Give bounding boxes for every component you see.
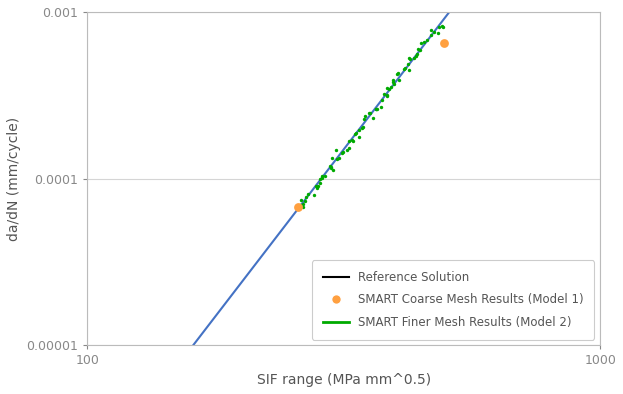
Point xyxy=(331,147,341,154)
Point xyxy=(317,173,327,179)
Legend: Reference Solution, SMART Coarse Mesh Results (Model 1), SMART Finer Mesh Result: Reference Solution, SMART Coarse Mesh Re… xyxy=(312,260,594,340)
Point xyxy=(344,145,354,151)
Point xyxy=(371,106,381,112)
Point xyxy=(337,150,347,156)
Point xyxy=(437,23,447,30)
Point xyxy=(315,180,325,186)
Point xyxy=(359,116,369,122)
Point xyxy=(405,56,415,63)
Point xyxy=(388,77,397,84)
Point xyxy=(386,84,396,90)
Point xyxy=(343,147,353,153)
Point xyxy=(414,46,424,52)
Point xyxy=(429,29,439,35)
Point xyxy=(368,115,378,121)
Point xyxy=(419,39,429,45)
Point xyxy=(422,37,432,43)
Point xyxy=(310,192,320,199)
Point xyxy=(345,138,354,145)
Point xyxy=(409,55,419,61)
Point xyxy=(412,51,422,57)
Point xyxy=(316,175,326,182)
Point xyxy=(332,156,342,162)
Point xyxy=(357,125,367,131)
Point xyxy=(326,165,336,171)
Point xyxy=(358,123,368,130)
Point xyxy=(401,65,411,71)
Point xyxy=(392,71,402,77)
Point xyxy=(411,53,421,59)
Point xyxy=(295,202,305,208)
Point xyxy=(351,130,361,136)
Point xyxy=(300,197,310,204)
Point xyxy=(439,40,449,46)
Point xyxy=(392,70,402,76)
Point xyxy=(404,60,414,67)
Point xyxy=(364,110,374,116)
Point xyxy=(382,84,392,91)
Point xyxy=(354,134,364,140)
Point xyxy=(384,85,394,92)
Point xyxy=(297,197,307,204)
Point xyxy=(298,204,308,210)
Point xyxy=(326,164,336,170)
Point xyxy=(426,32,436,38)
Point xyxy=(303,191,313,197)
Point xyxy=(360,113,370,119)
Point xyxy=(388,79,397,85)
Point xyxy=(404,67,414,73)
Y-axis label: da/dN (mm/cycle): da/dN (mm/cycle) xyxy=(7,117,21,241)
Point xyxy=(354,127,364,133)
Point xyxy=(312,184,321,191)
Point xyxy=(371,106,381,112)
Point xyxy=(315,176,325,182)
Point xyxy=(382,93,392,99)
Point xyxy=(399,66,409,72)
Point xyxy=(348,138,358,144)
Point xyxy=(416,40,426,46)
Point xyxy=(373,106,383,112)
Point xyxy=(394,77,404,84)
Point xyxy=(426,27,436,33)
Point xyxy=(438,24,448,30)
Point xyxy=(350,130,360,137)
Point xyxy=(389,81,399,87)
Point xyxy=(346,136,356,143)
Point xyxy=(301,193,311,200)
Point xyxy=(298,201,308,207)
Point xyxy=(338,149,348,156)
Point xyxy=(376,104,386,110)
Point xyxy=(328,167,338,173)
Point xyxy=(325,163,335,169)
X-axis label: SIF range (MPa mm^0.5): SIF range (MPa mm^0.5) xyxy=(257,373,431,387)
Point xyxy=(313,183,323,190)
Point xyxy=(293,203,303,210)
Point xyxy=(312,183,321,189)
Point xyxy=(415,47,425,53)
Point xyxy=(378,97,388,103)
Point xyxy=(334,154,344,161)
Point xyxy=(320,173,330,179)
Point xyxy=(432,30,442,37)
Point xyxy=(383,92,392,98)
Point xyxy=(404,54,414,61)
Point xyxy=(379,91,389,97)
Point xyxy=(327,155,337,162)
Point xyxy=(365,110,375,116)
Point xyxy=(434,24,444,30)
